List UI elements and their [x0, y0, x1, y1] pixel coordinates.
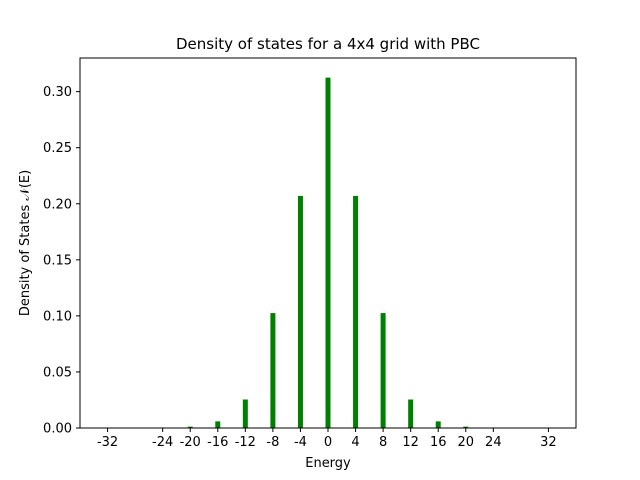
x-tick-label: 20: [458, 435, 475, 450]
bar: [408, 399, 414, 428]
x-tick-label: -20: [180, 435, 201, 450]
bars: [187, 77, 469, 429]
bar: [215, 421, 221, 428]
y-tick-label: 0.30: [43, 85, 72, 100]
x-tick-label: -8: [266, 435, 279, 450]
chart-title: Density of states for a 4x4 grid with PB…: [176, 35, 480, 53]
x-axis-ticks: -32 -24 -20 -16 -12 -8 -4 0 4 8 12 16 20 24 32: [97, 428, 557, 450]
bar: [297, 195, 303, 428]
x-tick-label: 16: [430, 435, 447, 450]
bar: [187, 426, 193, 428]
x-tick-label: 24: [485, 435, 502, 450]
y-tick-label: 0.10: [43, 309, 72, 324]
bar: [270, 313, 276, 428]
x-tick-label: 4: [351, 435, 359, 450]
x-tick-label: -12: [235, 435, 256, 450]
y-axis-label: Density of States 𝒩(E): [18, 170, 33, 316]
bar: [242, 399, 248, 428]
x-tick-label: 8: [379, 435, 387, 450]
x-axis-label: Energy: [305, 456, 351, 471]
bar: [435, 421, 441, 428]
y-axis-ticks: 0.00 0.05 0.10 0.15 0.20 0.25 0.30: [43, 85, 80, 437]
y-tick-label: 0.00: [43, 422, 72, 437]
x-tick-label: 12: [402, 435, 419, 450]
bar: [353, 195, 359, 428]
plot-frame: [79, 57, 577, 429]
y-tick-label: 0.15: [43, 253, 72, 268]
x-tick-label: -4: [294, 435, 307, 450]
y-tick-label: 0.05: [43, 365, 72, 380]
y-tick-label: 0.20: [43, 197, 72, 212]
bar: [380, 313, 386, 428]
bar: [325, 77, 331, 429]
x-tick-label: -32: [97, 435, 118, 450]
x-tick-label: 32: [540, 435, 557, 450]
bar: [463, 426, 469, 428]
x-tick-label: -24: [152, 435, 173, 450]
x-tick-label: 0: [324, 435, 332, 450]
x-tick-label: -16: [207, 435, 228, 450]
y-tick-label: 0.25: [43, 141, 72, 156]
